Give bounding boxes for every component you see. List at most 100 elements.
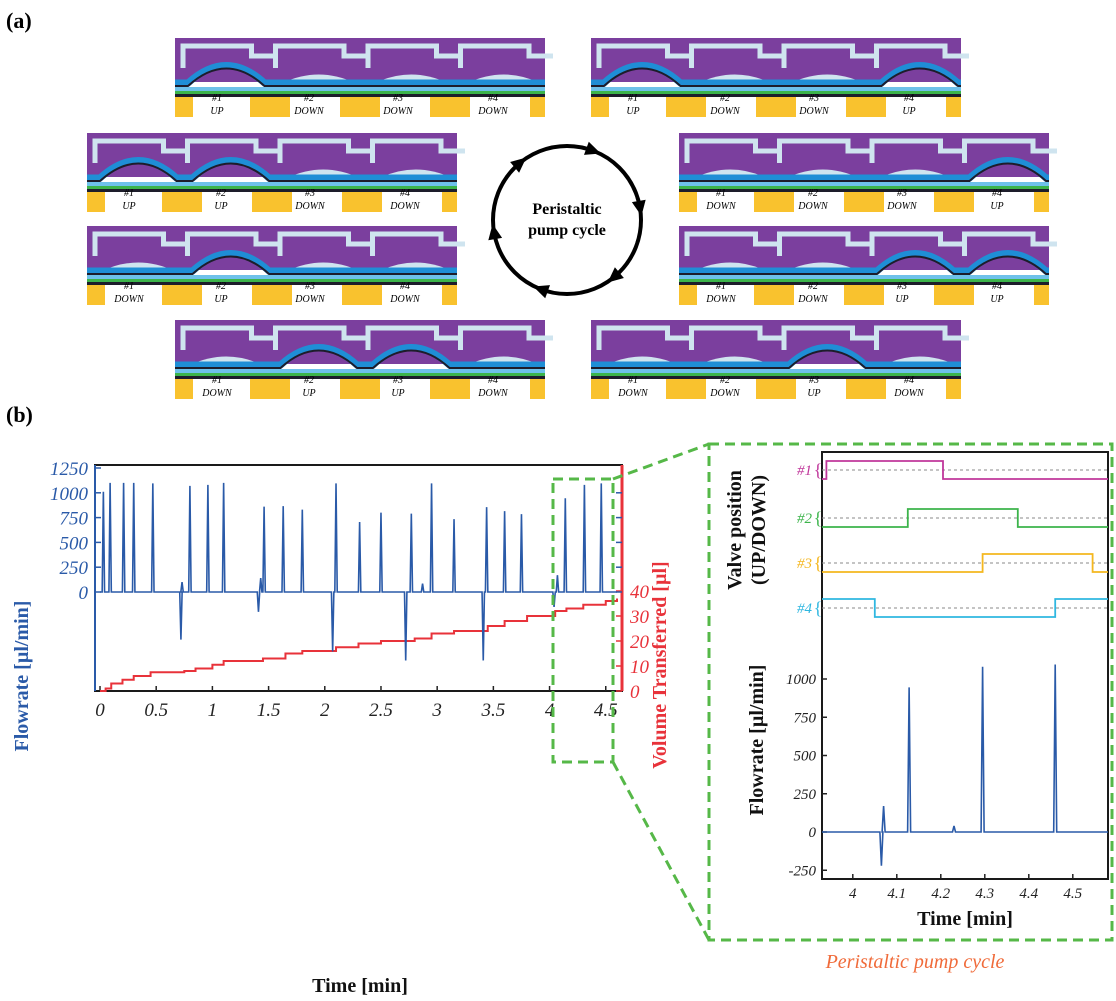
- device-base-block: [679, 285, 697, 305]
- inset-x-tick-label: 4.4: [1019, 886, 1038, 902]
- main-x-axis-title: Time [min]: [312, 975, 408, 997]
- valve-number-label: #3: [393, 375, 403, 386]
- valve-position-label: DOWN: [389, 201, 421, 212]
- valve-trace-4: [822, 598, 1108, 618]
- valve-number-label: #4: [400, 281, 410, 292]
- device-channel: [684, 138, 780, 163]
- device-base-block: [679, 192, 697, 212]
- device-top-layer: [87, 226, 457, 256]
- device-channel: [596, 43, 692, 68]
- device-base-block: [250, 379, 290, 399]
- device-1: #1 UP #2 DOWN #3 DOWN #4 DOWN: [175, 38, 553, 117]
- main-left-tick-label: 0: [79, 583, 89, 604]
- device-base-block: [946, 97, 961, 117]
- cycle-arrow-head: [533, 285, 551, 299]
- device-base-block: [666, 379, 706, 399]
- device-dark-layer: [175, 94, 545, 97]
- inset-flowrate-line: [822, 664, 1108, 866]
- device-base-block: [252, 285, 292, 305]
- valve-position-label: UP: [210, 106, 223, 117]
- valve-position-label: DOWN: [709, 388, 741, 399]
- valve-position-label: DOWN: [382, 106, 414, 117]
- valve-number-label: #2: [720, 375, 730, 386]
- cycle-label-line2: pump cycle: [528, 222, 606, 239]
- valve-number-label: #1: [212, 93, 222, 104]
- main-x-tick-label: 3: [431, 700, 442, 721]
- valve-number-label: #3: [897, 281, 907, 292]
- device-channel: [869, 138, 965, 163]
- device-dark-layer: [679, 189, 1049, 192]
- valve-position-label: DOWN: [294, 201, 326, 212]
- main-right-tick-label: 0: [630, 682, 640, 703]
- device-membrane: [175, 344, 545, 369]
- device-4: #1 DOWN #2 DOWN #3 DOWN #4 UP: [679, 133, 1057, 212]
- main-x-tick-label: 1: [208, 700, 218, 721]
- device-channel: [180, 43, 276, 68]
- zoom-connector-top: [612, 442, 710, 481]
- device-8: #1 DOWN #2 DOWN #3 UP #4 DOWN: [591, 320, 969, 399]
- valve-number-label: #4: [992, 188, 1002, 199]
- device-membrane-edge: [679, 162, 1049, 182]
- main-left-tick-label: 1250: [50, 459, 89, 480]
- device-channel: [273, 325, 368, 350]
- cycle-arrow-head: [510, 157, 527, 173]
- valve-number-label: #1: [124, 281, 134, 292]
- device-base-block: [934, 192, 974, 212]
- valve-number-label: #1: [628, 93, 638, 104]
- device-mid-layer: [175, 68, 545, 82]
- main-x-tick-label: 3.5: [480, 700, 505, 721]
- device-7: #1 DOWN #2 UP #3 UP #4 DOWN: [175, 320, 553, 399]
- inset-frame: [707, 442, 1114, 942]
- device-base-block: [430, 97, 470, 117]
- device-channel: [273, 43, 368, 68]
- valve-number-label: #2: [720, 93, 730, 104]
- valve-position-label: DOWN: [705, 294, 737, 305]
- device-dark-layer: [591, 94, 961, 97]
- device-channel: [277, 138, 373, 163]
- device-membrane-edge: [591, 67, 961, 87]
- main-right-tick-label: 40: [630, 582, 650, 603]
- device-membrane-edge: [175, 349, 545, 369]
- valve-position-label: DOWN: [893, 388, 925, 399]
- device-channel: [365, 325, 461, 350]
- device-channel: [777, 138, 872, 163]
- main-y-axis-title-left: Flowrate [µl/min]: [11, 601, 33, 752]
- device-channel: [180, 325, 276, 350]
- valve-position-label: DOWN: [617, 388, 649, 399]
- device-membrane: [679, 250, 1049, 275]
- device-base-block: [591, 97, 609, 117]
- device-base-block: [591, 379, 609, 399]
- valve-number-label: #3: [305, 281, 315, 292]
- device-base-block: [87, 285, 105, 305]
- device-base-block: [340, 97, 380, 117]
- device-channel: [458, 325, 553, 350]
- device-base-block: [1034, 285, 1049, 305]
- valve-position-label: DOWN: [294, 294, 326, 305]
- device-membrane-edge: [87, 162, 457, 182]
- valve-number-label: #2: [216, 281, 226, 292]
- device-green-layer: [591, 373, 961, 376]
- device-green-layer: [175, 91, 545, 94]
- valve-position-label: UP: [990, 294, 1003, 305]
- valve-number-label: #1: [716, 188, 726, 199]
- device-base-block: [844, 192, 884, 212]
- cycle-arrow-head: [488, 223, 503, 241]
- valve-number-label: #1: [212, 375, 222, 386]
- valve-position-label: DOWN: [798, 106, 830, 117]
- valve-number-label: #4: [488, 375, 498, 386]
- valve-number-label: #3: [393, 93, 403, 104]
- cycle-arrow-head: [631, 199, 646, 217]
- device-base-block: [250, 97, 290, 117]
- device-membrane: [679, 157, 1049, 182]
- device-dark-layer: [679, 282, 1049, 285]
- valve-position-label: UP: [990, 201, 1003, 212]
- device-channel: [365, 43, 461, 68]
- device-base-block: [342, 285, 382, 305]
- cycle-arrow-head: [583, 141, 601, 155]
- flowrate-series-line: [100, 482, 617, 661]
- device-top-layer: [175, 38, 545, 68]
- inset-caption: Peristaltic pump cycle: [825, 951, 1005, 973]
- main-x-tick-label: 4: [545, 700, 555, 721]
- device-base-block: [756, 379, 796, 399]
